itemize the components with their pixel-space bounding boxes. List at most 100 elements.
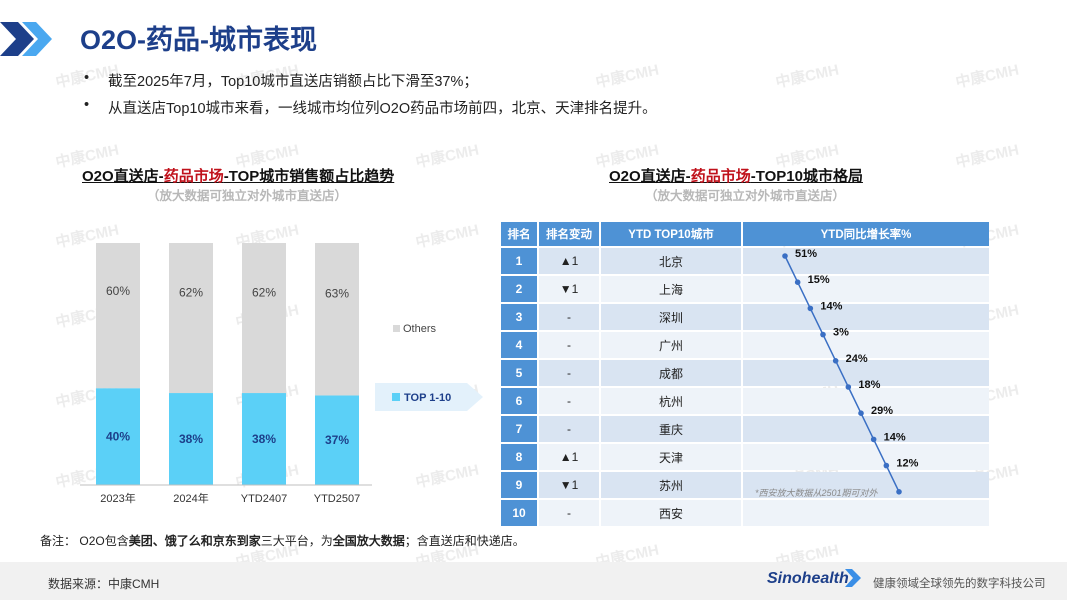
footnote: 备注： O2O包含美团、饿了么和京东到家三大平台，为全国放大数据；含直送店和快递… xyxy=(40,532,525,549)
growth-label: 12% xyxy=(896,458,918,470)
growth-label: 14% xyxy=(884,431,906,443)
legend-top-swatch xyxy=(392,393,400,401)
rank-cell: 10 xyxy=(501,500,537,526)
rank-change-cell: - xyxy=(539,332,599,358)
rank-change-cell: - xyxy=(539,304,599,330)
growth-point xyxy=(782,253,788,259)
growth-point xyxy=(858,410,864,416)
growth-cell xyxy=(743,472,989,498)
note-part: ；含直送店和快递店。 xyxy=(404,534,525,548)
bar-top10-label: 38% xyxy=(179,432,203,446)
growth-line xyxy=(784,255,900,493)
x-tick-label: YTD2407 xyxy=(241,493,287,505)
col-header-city: YTD TOP10城市 xyxy=(601,222,741,246)
legend-arrow: TOP 1-10 xyxy=(375,383,483,411)
left-chart-title: O2O直送店-药品市场-TOP城市销售额占比趋势 xyxy=(82,165,394,186)
growth-cell xyxy=(743,332,989,358)
growth-cell xyxy=(743,444,989,470)
bar-top10 xyxy=(315,395,359,485)
brand-logo: Sinohealth xyxy=(767,570,849,587)
rank-change-cell: - xyxy=(539,360,599,386)
x-tick-label: 2024年 xyxy=(173,491,208,505)
table-row: 5- 成都 xyxy=(501,360,989,386)
note-part: 全国放大数据 xyxy=(332,534,405,548)
stacked-bar-chart: 40% 60% 38% 62% 38% 62% 37% 63% 2023年 2024年 YTD24… xyxy=(80,243,437,505)
bar-others xyxy=(96,243,140,389)
watermark-text: 中康CMH xyxy=(954,61,1021,92)
rank-change-cell: ▼1 xyxy=(539,276,599,302)
watermark-text: 中康CMH xyxy=(414,141,481,172)
table-row: 7- 重庆 xyxy=(501,416,989,442)
bullet-text: 从直送店Top10城市来看，一线城市均位列O2O药品市场前四，北京、天津排名提升… xyxy=(108,101,657,117)
table-row: 3- 深圳 xyxy=(501,304,989,330)
rank-change-cell: ▲1 xyxy=(539,444,599,470)
growth-label: 29% xyxy=(871,405,893,417)
slogan: 健康领域全球领先的数字科技公司 xyxy=(873,578,1046,590)
x-tick-label: 2023年 xyxy=(100,491,135,505)
growth-point xyxy=(845,384,852,390)
watermark-text: 中康CMH xyxy=(774,61,841,92)
note-part: O2O包含 xyxy=(79,534,129,548)
right-chart-title: O2O直送店-药品市场-TOP10城市格局 xyxy=(609,165,863,186)
legend-top-label: TOP 1-10 xyxy=(404,392,451,404)
data-source: 数据来源：中康CMH xyxy=(48,577,160,591)
bullet-item: • 截至2025年7月，Top10城市直送店销额占比下滑至37%； xyxy=(84,70,657,91)
growth-point xyxy=(883,462,890,469)
rank-change-cell: ▲1 xyxy=(539,248,599,274)
growth-point xyxy=(807,305,814,312)
title-part: O2O直送店- xyxy=(82,168,164,185)
growth-cell xyxy=(743,388,989,414)
note-part: 三大平台，为 xyxy=(260,534,333,548)
table-row: 1 ▲1 北京 xyxy=(501,248,989,274)
col-header-growth: YTD同比增长率% xyxy=(743,222,989,246)
bullet-text: 截至2025年7月，Top10城市直送店销额占比下滑至37%； xyxy=(108,74,478,90)
growth-point xyxy=(896,489,902,495)
title-part: -TOP10城市格局 xyxy=(750,168,863,185)
growth-label: 15% xyxy=(808,274,830,286)
rank-cell: 1 xyxy=(501,248,537,274)
table-row: 9 ▼1 苏州 xyxy=(501,472,989,498)
bar-others-label: 60% xyxy=(106,284,130,298)
bar-others xyxy=(169,243,213,394)
rank-change-cell: - xyxy=(539,388,599,414)
rank-cell: 7 xyxy=(501,416,537,442)
city-cell: 苏州 xyxy=(601,472,741,498)
rank-cell: 6 xyxy=(501,388,537,414)
bar-top10 xyxy=(169,393,213,485)
growth-point xyxy=(794,279,801,285)
rank-cell: 9 xyxy=(501,472,537,498)
rank-cell: 8 xyxy=(501,444,537,470)
bullet-symbol: • xyxy=(84,97,90,113)
col-header-rank: 排名 xyxy=(501,222,537,246)
growth-point xyxy=(832,358,839,364)
bar-others-label: 62% xyxy=(252,286,276,300)
chevron-icon xyxy=(22,22,52,56)
title-part: -TOP城市销售额占比趋势 xyxy=(223,168,395,185)
note-label: 备注： xyxy=(40,534,77,548)
city-cell: 杭州 xyxy=(601,388,741,414)
city-cell: 成都 xyxy=(601,360,741,386)
bullet-item: • 从直送店Top10城市来看，一线城市均位列O2O药品市场前四，北京、天津排名提… xyxy=(84,97,657,118)
city-cell: 深圳 xyxy=(601,304,741,330)
note-text: O2O包含美团、饿了么和京东到家三大平台，为全国放大数据；含直送店和快递店。 xyxy=(79,534,524,548)
bullet-symbol: • xyxy=(84,70,90,86)
city-cell: 西安 xyxy=(601,500,741,526)
table-row: 10- 西安 xyxy=(501,500,989,526)
bar-top10-label: 40% xyxy=(106,430,130,444)
table-row: 4- 广州 xyxy=(501,332,989,358)
legend-others-label: Others xyxy=(403,323,437,335)
city-cell: 广州 xyxy=(601,332,741,358)
title-part: O2O直送店- xyxy=(609,168,691,185)
bar-top10-label: 37% xyxy=(325,433,349,447)
ranking-table: 排名 排名变动 YTD TOP10城市 YTD同比增长率% 1 ▲1 北京 2 ▼1 上海… xyxy=(499,220,991,528)
rank-change-cell: - xyxy=(539,416,599,442)
rank-change-cell: - xyxy=(539,500,599,526)
rank-cell: 2 xyxy=(501,276,537,302)
rank-cell: 5 xyxy=(501,360,537,386)
watermark-text: 中康CMH xyxy=(954,141,1021,172)
bar-top10 xyxy=(242,393,286,485)
legend-others-swatch xyxy=(393,325,400,332)
x-tick-label: YTD2507 xyxy=(314,493,360,505)
growth-cell xyxy=(743,276,989,302)
footer-bar xyxy=(0,562,1067,600)
